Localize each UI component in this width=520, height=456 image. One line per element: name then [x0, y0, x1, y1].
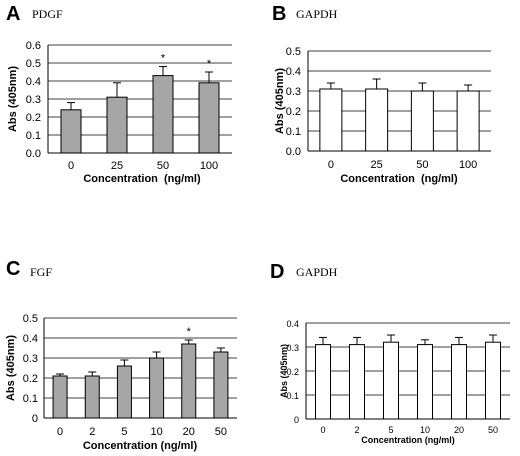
- bar: [181, 343, 197, 419]
- x-tick-label: 2: [89, 426, 95, 438]
- y-tick-label: 0.3: [26, 94, 41, 106]
- panel-title-a: PDGF: [32, 7, 63, 21]
- x-tick-label: 10: [150, 426, 162, 438]
- bar: [456, 90, 480, 152]
- y-tick-label: 0.4: [23, 333, 38, 345]
- bar: [410, 90, 434, 152]
- bar: [383, 341, 399, 420]
- x-tick-label: 0: [68, 160, 74, 172]
- bar: [485, 341, 501, 420]
- bar: [365, 88, 389, 152]
- y-tick-label: 0.2: [286, 367, 299, 377]
- y-axis-label: Abs (405nm): [274, 68, 286, 134]
- x-tick-label: 50: [416, 159, 428, 171]
- y-tick-label: 0.0: [26, 148, 41, 160]
- x-tick-label: 0: [57, 426, 63, 438]
- y-tick-label: 0.1: [286, 391, 299, 401]
- x-tick-label: 10: [420, 425, 430, 435]
- bar: [417, 344, 433, 420]
- x-axis-label: Concentration (ng/ml): [83, 173, 201, 185]
- x-tick-label: 0: [320, 425, 325, 435]
- y-tick-label: 0.3: [23, 353, 38, 365]
- bar: [213, 351, 229, 419]
- significance-star: *: [161, 53, 166, 65]
- bar: [319, 88, 343, 152]
- panel-title-c: FGF: [30, 265, 52, 279]
- x-tick-label: 0: [328, 159, 334, 171]
- bar: [149, 357, 165, 419]
- significance-star: *: [187, 326, 192, 338]
- panel-b: B GAPDH 0.5 0.4 0.3 0.2 0.1 0.0 0 25 50 100Concentr…: [272, 3, 491, 185]
- x-tick-label: 5: [388, 425, 393, 435]
- x-tick-label: 20: [454, 425, 464, 435]
- bar: [152, 75, 174, 154]
- panel-letter-a: A: [6, 3, 20, 25]
- bar: [52, 375, 68, 419]
- panel-letter-d: D: [270, 261, 284, 283]
- y-tick-label: 0.0: [286, 146, 301, 158]
- x-tick-label: 100: [200, 160, 218, 172]
- y-tick-label: 0.4: [286, 66, 301, 78]
- y-axis-label: Abs (405nm): [7, 66, 19, 132]
- y-tick-label: 0.4: [286, 319, 299, 329]
- x-axis-label: Concentration (ng/ml): [340, 173, 458, 185]
- x-tick-label: 5: [121, 426, 127, 438]
- bar: [84, 375, 100, 419]
- bar: [60, 109, 82, 154]
- x-tick-label: 25: [111, 160, 123, 172]
- panel-d: D GAPDH 0.4 0.3 0.2 0.1 0 0 2 5 10 20 50 Concentratio…: [270, 261, 510, 445]
- panel-letter-c: C: [6, 258, 20, 280]
- panel-title-d: GAPDH: [296, 265, 338, 279]
- y-tick-label: 0.5: [23, 313, 38, 325]
- y-tick-label: 0.2: [26, 112, 41, 124]
- y-axis-label: Abs (405nm): [5, 335, 17, 401]
- y-tick-label: 0: [294, 415, 299, 425]
- x-tick-label: 100: [459, 159, 477, 171]
- y-tick-label: 0.4: [26, 76, 41, 88]
- significance-star: *: [207, 58, 212, 70]
- y-tick-label: 0.2: [23, 373, 38, 385]
- y-tick-label: 0.5: [26, 58, 41, 70]
- panel-c: C FGF 0.5 0.4 0.3 0.2 0.1 0 0 2 5 10 * 20 50 Concentrat…: [5, 258, 237, 452]
- x-tick-label: 20: [183, 426, 195, 438]
- x-tick-label: 50: [215, 426, 227, 438]
- x-tick-label: 2: [354, 425, 359, 435]
- x-tick-label: 50: [488, 425, 498, 435]
- bar: [106, 96, 128, 154]
- bar: [198, 82, 220, 154]
- panel-a: A PDGF 0.6 0.5 0.4 0.3 0.2 0.1 0.0 0 25 * 50 * 100Conc…: [6, 3, 232, 185]
- y-tick-label: 0.3: [286, 86, 301, 98]
- x-axis-label: Concentration (ng/ml): [361, 435, 455, 445]
- x-tick-label: 25: [371, 159, 383, 171]
- y-tick-label: 0.5: [286, 46, 301, 58]
- panel-letter-b: B: [272, 3, 286, 25]
- y-tick-label: 0.1: [23, 393, 38, 405]
- x-tick-label: 50: [157, 160, 169, 172]
- bar: [315, 344, 331, 420]
- y-tick-label: 0.1: [26, 130, 41, 142]
- bar: [116, 365, 132, 419]
- y-tick-label: 0.2: [286, 106, 301, 118]
- y-tick-label: 0: [32, 413, 38, 425]
- y-tick-label: 0.6: [26, 40, 41, 52]
- bar: [349, 344, 365, 420]
- y-tick-label: 0.3: [286, 343, 299, 353]
- x-axis-label: Concentration (ng/ml): [83, 440, 198, 452]
- y-tick-label: 0.1: [286, 126, 301, 138]
- bar: [451, 344, 467, 420]
- y-axis-label: Abs (405nm): [279, 344, 289, 398]
- panel-title-b: GAPDH: [296, 7, 338, 21]
